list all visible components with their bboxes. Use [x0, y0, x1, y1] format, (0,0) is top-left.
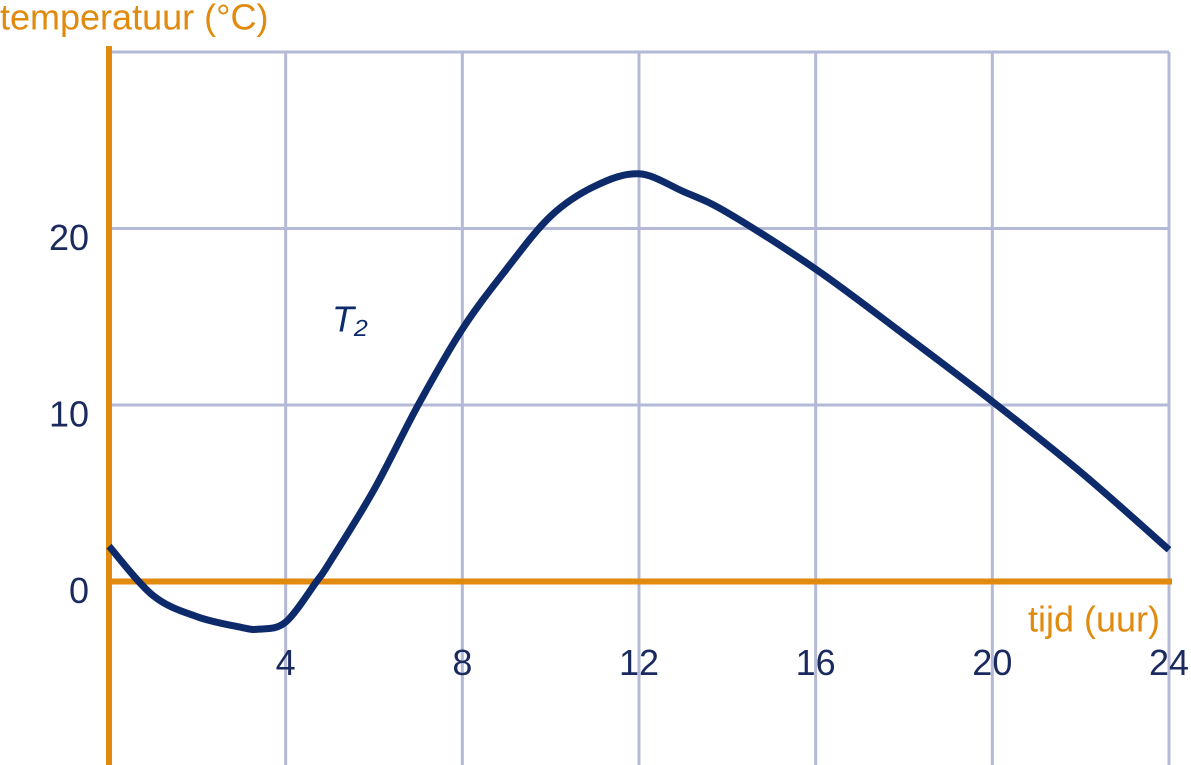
x-tick-label: 16: [796, 642, 836, 683]
x-tick-label: 24: [1149, 642, 1189, 683]
line-series: [106, 170, 1172, 634]
x-tick-label: 4: [276, 642, 296, 683]
y-axis-label: temperatuur (°C): [0, 0, 268, 38]
series-label: T₂: [332, 299, 368, 340]
x-axis-label: tijd (uur): [1028, 599, 1160, 640]
x-tick-label: 20: [972, 642, 1012, 683]
y-tick-label: 20: [49, 217, 89, 258]
x-tick-label: 12: [619, 642, 659, 683]
y-tick-label: 0: [69, 570, 89, 611]
x-tick-label: 8: [452, 642, 472, 683]
y-tick-label: 10: [49, 394, 89, 435]
